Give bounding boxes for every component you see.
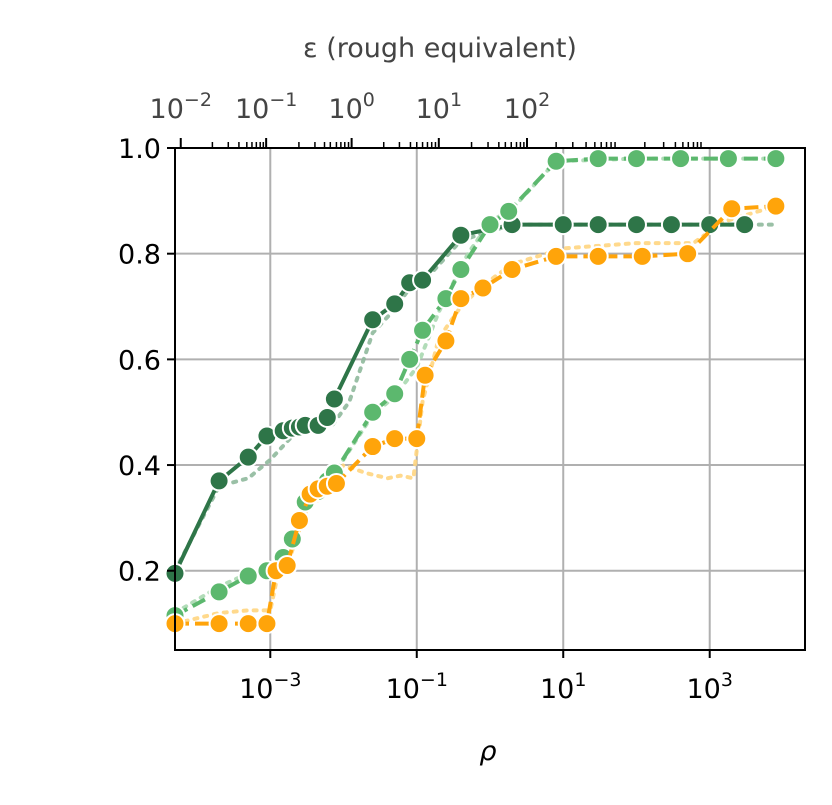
data-point <box>479 214 501 236</box>
data-point <box>552 214 574 236</box>
series <box>164 148 787 627</box>
data-point <box>450 259 472 281</box>
data-point <box>677 243 699 265</box>
data-point <box>256 613 278 635</box>
data-point <box>625 214 647 236</box>
plot-frame <box>174 147 806 651</box>
data-point <box>384 293 406 315</box>
series <box>164 195 787 635</box>
axes-layer: 10−3 10−1 101 103 0.2 0.4 0.6 0.8 1.0 10−2 10−1 100… <box>118 89 733 705</box>
data-point <box>587 148 609 170</box>
data-point <box>362 436 384 458</box>
data-point <box>399 348 421 370</box>
data-point <box>237 613 259 635</box>
data-point <box>587 245 609 267</box>
top-tick-label: 100 <box>328 89 374 125</box>
y-tick-label: 0.4 <box>118 451 161 482</box>
data-point <box>208 581 230 603</box>
data-point <box>450 224 472 246</box>
data-point <box>323 388 345 410</box>
data-point <box>545 150 567 172</box>
data-point <box>325 473 347 495</box>
data-point <box>237 565 259 587</box>
top-tick-label: 10−1 <box>235 89 297 125</box>
data-point <box>498 200 520 222</box>
data-point <box>316 406 338 428</box>
data-point <box>631 245 653 267</box>
data-point <box>208 613 230 635</box>
data-point <box>450 288 472 310</box>
top-tick-label: 10−2 <box>150 89 212 125</box>
data-point <box>384 428 406 450</box>
data-point <box>412 269 434 291</box>
y-tick-label: 0.2 <box>118 557 161 588</box>
data-point <box>545 245 567 267</box>
top-axis-label: ε (rough equivalent) <box>303 33 577 64</box>
top-tick-label: 102 <box>504 89 550 125</box>
data-point <box>699 214 721 236</box>
data-point <box>414 364 436 386</box>
reference-lines <box>173 156 778 626</box>
x-tick-label: 101 <box>540 669 586 705</box>
data-point <box>435 330 457 352</box>
data-point <box>625 148 647 170</box>
data-point <box>208 470 230 492</box>
data-point <box>670 148 692 170</box>
series-line <box>174 156 776 618</box>
reference-line <box>173 222 778 573</box>
data-point <box>412 319 434 341</box>
y-tick-label: 0.8 <box>118 240 161 271</box>
series-layer <box>164 148 787 635</box>
y-tick-label: 0.6 <box>118 345 161 376</box>
data-point <box>288 510 310 532</box>
data-point <box>721 198 743 220</box>
data-point <box>384 383 406 405</box>
x-tick-label: 103 <box>686 669 732 705</box>
data-point <box>660 214 682 236</box>
data-point <box>587 214 609 236</box>
data-point <box>734 214 756 236</box>
data-point <box>717 148 739 170</box>
x-tick-label: 10−1 <box>386 669 448 705</box>
reference-line <box>173 204 778 626</box>
data-point <box>362 309 384 331</box>
data-point <box>276 554 298 576</box>
data-point <box>501 259 523 281</box>
data-point <box>406 428 428 450</box>
data-point <box>765 195 787 217</box>
reference-line <box>173 156 778 616</box>
data-point <box>472 277 494 299</box>
x-tick-label: 10−3 <box>239 669 301 705</box>
y-tick-label: 1.0 <box>118 134 161 165</box>
x-axis-label: ρ <box>479 736 496 767</box>
top-tick-label: 101 <box>416 89 462 125</box>
data-point <box>237 446 259 468</box>
data-point <box>765 148 787 170</box>
data-point <box>362 401 384 423</box>
